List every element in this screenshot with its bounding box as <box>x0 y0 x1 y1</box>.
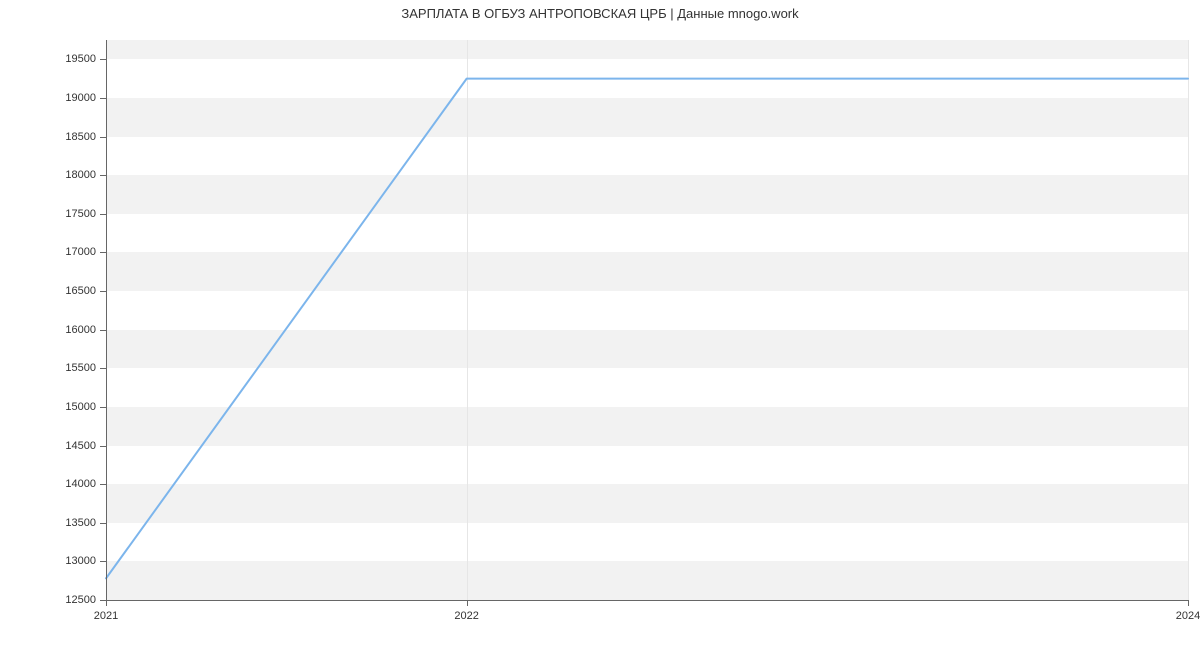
x-tick <box>467 600 468 606</box>
y-tick-label: 15500 <box>56 362 96 374</box>
y-tick <box>100 59 106 60</box>
y-tick-label: 19500 <box>56 53 96 65</box>
y-tick-label: 14000 <box>56 478 96 490</box>
y-tick-label: 19000 <box>56 92 96 104</box>
y-tick-label: 17000 <box>56 246 96 258</box>
y-tick <box>100 523 106 524</box>
y-tick <box>100 446 106 447</box>
y-tick <box>100 137 106 138</box>
y-tick <box>100 368 106 369</box>
y-tick <box>100 98 106 99</box>
y-tick <box>100 484 106 485</box>
y-tick-label: 16000 <box>56 324 96 336</box>
y-tick-label: 18500 <box>56 131 96 143</box>
y-axis-line <box>106 40 107 600</box>
y-tick-label: 13500 <box>56 517 96 529</box>
y-tick-label: 14500 <box>56 440 96 452</box>
y-tick-label: 13000 <box>56 555 96 567</box>
y-tick <box>100 214 106 215</box>
series-line <box>106 79 1188 579</box>
y-tick-label: 18000 <box>56 169 96 181</box>
y-tick <box>100 175 106 176</box>
chart-title: ЗАРПЛАТА В ОГБУЗ АНТРОПОВСКАЯ ЦРБ | Данн… <box>0 6 1200 21</box>
y-tick <box>100 330 106 331</box>
y-tick <box>100 291 106 292</box>
y-tick <box>100 407 106 408</box>
x-axis-line <box>106 600 1188 601</box>
y-tick-label: 15000 <box>56 401 96 413</box>
y-tick <box>100 561 106 562</box>
x-tick-label: 2022 <box>454 610 478 622</box>
y-tick-label: 16500 <box>56 285 96 297</box>
grid-vline <box>1188 40 1189 600</box>
x-tick <box>1188 600 1189 606</box>
x-tick-label: 2021 <box>94 610 118 622</box>
y-tick-label: 17500 <box>56 208 96 220</box>
x-tick <box>106 600 107 606</box>
line-layer <box>106 40 1188 600</box>
plot-area <box>106 40 1188 600</box>
x-tick-label: 2024 <box>1176 610 1200 622</box>
y-tick-label: 12500 <box>56 594 96 606</box>
y-tick <box>100 252 106 253</box>
